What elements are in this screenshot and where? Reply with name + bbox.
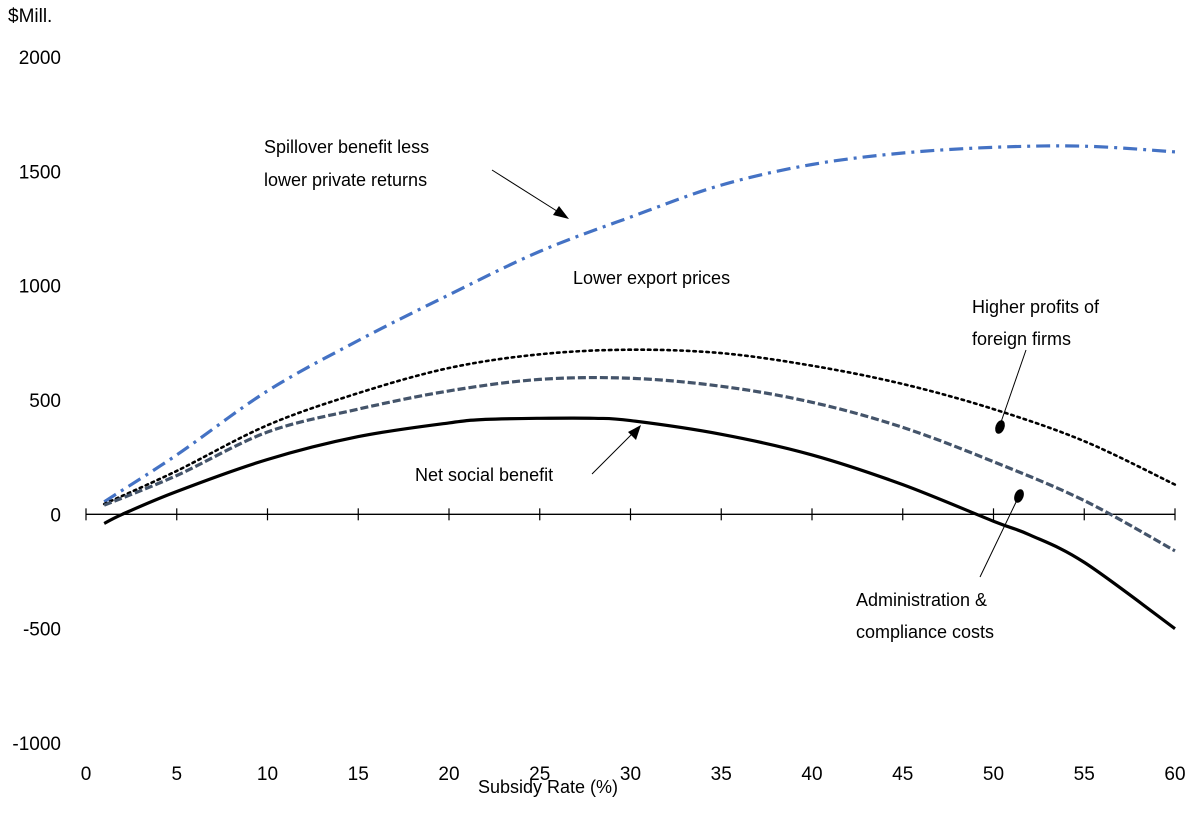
annotation-admin-line1: Administration & — [856, 590, 987, 610]
pointer-higher-profits — [999, 349, 1027, 426]
x-tick-label: 30 — [620, 764, 641, 785]
x-ticks: 0 5 10 15 20 25 30 35 40 45 50 55 60 — [81, 508, 1186, 785]
series-line-3 — [103, 416, 1176, 630]
x-tick-label: 5 — [171, 764, 182, 785]
pointer-dot-admin — [1014, 489, 1024, 503]
y-tick-label: 1500 — [19, 162, 61, 183]
x-tick-label: 15 — [348, 764, 369, 785]
x-tick-label: 35 — [711, 764, 732, 785]
x-tick-label: 0 — [81, 764, 92, 785]
series-line-1 — [102, 348, 1177, 506]
x-tick-label: 25 — [529, 764, 550, 785]
annotation-arrows — [491, 169, 1027, 578]
pointer-dot-higher-profits — [995, 420, 1005, 434]
x-tick-label: 55 — [1074, 764, 1095, 785]
y-tick-label: -1000 — [12, 734, 61, 755]
series-lines — [102, 144, 1177, 630]
y-tick-label: -500 — [23, 620, 61, 641]
arrowhead-net-social — [628, 425, 641, 440]
annotation-higher-profits-line2: foreign firms — [972, 329, 1071, 349]
x-tick-label: 50 — [983, 764, 1004, 785]
annotation-net-social: Net social benefit — [415, 465, 553, 485]
y-tick-label: 500 — [29, 391, 61, 412]
x-tick-label: 60 — [1164, 764, 1185, 785]
pointer-admin — [979, 497, 1019, 578]
x-tick-label: 20 — [438, 764, 459, 785]
arrowhead-spillover — [553, 206, 569, 219]
x-tick-label: 40 — [801, 764, 822, 785]
y-tick-label: 0 — [50, 505, 61, 526]
annotation-spillover-line1: Spillover benefit less — [264, 137, 429, 157]
y-axis-label: $Mill. — [8, 6, 52, 27]
annotation-higher-profits-line1: Higher profits of — [972, 297, 1100, 317]
annotation-spillover-line2: lower private returns — [264, 170, 427, 190]
y-tick-label: 1000 — [19, 277, 61, 298]
y-ticks: 2000 1500 1000 500 0 -500 -1000 — [12, 48, 61, 755]
x-tick-label: 45 — [892, 764, 913, 785]
x-tick-label: 10 — [257, 764, 278, 785]
series-line-0 — [103, 144, 1176, 504]
x-axis-label: Subsidy Rate (%) — [478, 777, 618, 797]
y-tick-label: 2000 — [19, 48, 61, 69]
arrow-net-social — [591, 432, 634, 475]
arrow-spillover — [491, 169, 561, 214]
series-line-2 — [103, 375, 1176, 553]
annotation-lower-export: Lower export prices — [573, 268, 730, 288]
annotation-admin-line2: compliance costs — [856, 622, 994, 642]
